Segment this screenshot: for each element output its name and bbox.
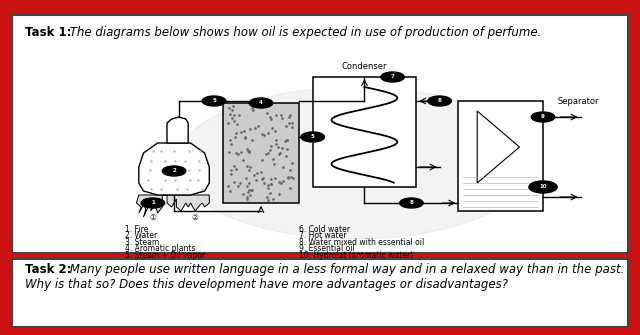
Text: ①: ①	[150, 212, 156, 221]
Text: 5. Steam + Oil vapor: 5. Steam + Oil vapor	[125, 251, 205, 260]
Circle shape	[381, 72, 404, 82]
Circle shape	[531, 112, 555, 122]
FancyBboxPatch shape	[313, 77, 416, 187]
Text: 2: 2	[172, 169, 176, 174]
Text: 1: 1	[151, 201, 155, 205]
Circle shape	[428, 96, 451, 106]
Text: 2. Water: 2. Water	[125, 231, 157, 241]
Circle shape	[399, 198, 423, 208]
Circle shape	[177, 87, 534, 239]
Text: 7. Hot water: 7. Hot water	[299, 231, 346, 241]
Text: 8. Water mixed with essential oil: 8. Water mixed with essential oil	[299, 238, 424, 247]
FancyBboxPatch shape	[458, 101, 543, 211]
Circle shape	[249, 98, 273, 108]
Text: 9: 9	[541, 115, 545, 120]
Text: 5: 5	[311, 134, 315, 139]
Text: Many people use written language in a less formal way and in a relaxed way than : Many people use written language in a le…	[66, 263, 625, 276]
Text: 5: 5	[212, 98, 216, 104]
Text: 9. Essential oil: 9. Essential oil	[299, 244, 355, 253]
Text: Separator: Separator	[557, 96, 598, 106]
Text: 8: 8	[410, 201, 413, 205]
Text: 6: 6	[438, 98, 442, 104]
Text: The diagrams below shows how oil is expected in use of production of perfume.: The diagrams below shows how oil is expe…	[66, 26, 541, 39]
FancyBboxPatch shape	[12, 15, 628, 253]
Circle shape	[529, 181, 557, 193]
Circle shape	[163, 166, 186, 176]
Polygon shape	[136, 195, 209, 217]
Text: 4. Aromatic plants: 4. Aromatic plants	[125, 244, 195, 253]
Text: Task 2:: Task 2:	[25, 263, 72, 276]
FancyBboxPatch shape	[12, 259, 628, 327]
Polygon shape	[139, 143, 209, 195]
Text: 1. Fire: 1. Fire	[125, 225, 148, 234]
Polygon shape	[167, 117, 188, 143]
Circle shape	[301, 132, 324, 142]
Text: 10: 10	[540, 185, 547, 190]
Text: 10. Hydrolat (aromatic water): 10. Hydrolat (aromatic water)	[299, 251, 413, 260]
Text: 4: 4	[259, 100, 263, 106]
Text: 3. Steam: 3. Steam	[125, 238, 159, 247]
Text: Task 1:: Task 1:	[25, 26, 72, 39]
Text: 6. Cold water: 6. Cold water	[299, 225, 349, 234]
Text: Why is that so? Does this development have more advantages or disadvantages?: Why is that so? Does this development ha…	[25, 278, 508, 291]
Text: 7: 7	[390, 74, 394, 79]
Circle shape	[141, 198, 164, 208]
Text: ②: ②	[192, 212, 198, 221]
Circle shape	[202, 96, 226, 106]
Text: Condenser: Condenser	[342, 62, 387, 71]
FancyBboxPatch shape	[223, 103, 299, 203]
